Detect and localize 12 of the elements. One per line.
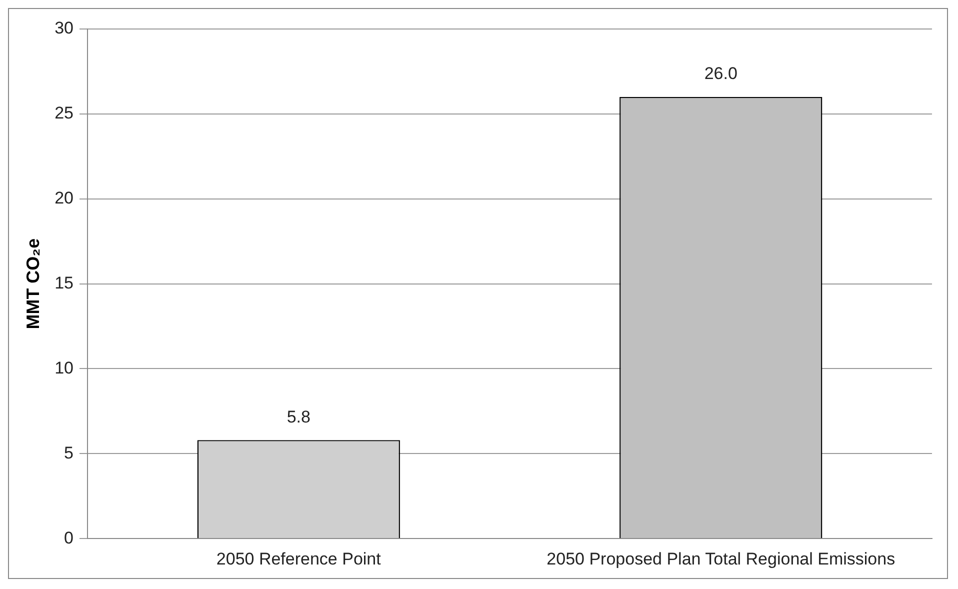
- y-axis-title: MMT CO₂e: [22, 238, 43, 330]
- y-tick-label: 15: [54, 273, 74, 292]
- data-label: 26.0: [704, 64, 738, 84]
- y-tick-label: 25: [54, 104, 74, 123]
- x-tick-label: 2050 Reference Point: [216, 549, 382, 568]
- x-tick-label: 2050 Proposed Plan Total Regional Emissions: [546, 549, 896, 568]
- y-tick-label: 5: [64, 443, 74, 462]
- y-tick-label: 0: [64, 528, 74, 548]
- y-tick-label: 30: [54, 18, 74, 38]
- y-tick-label: 20: [54, 188, 74, 208]
- data-label: 5.8: [286, 407, 310, 426]
- y-tick-label: 10: [54, 358, 74, 378]
